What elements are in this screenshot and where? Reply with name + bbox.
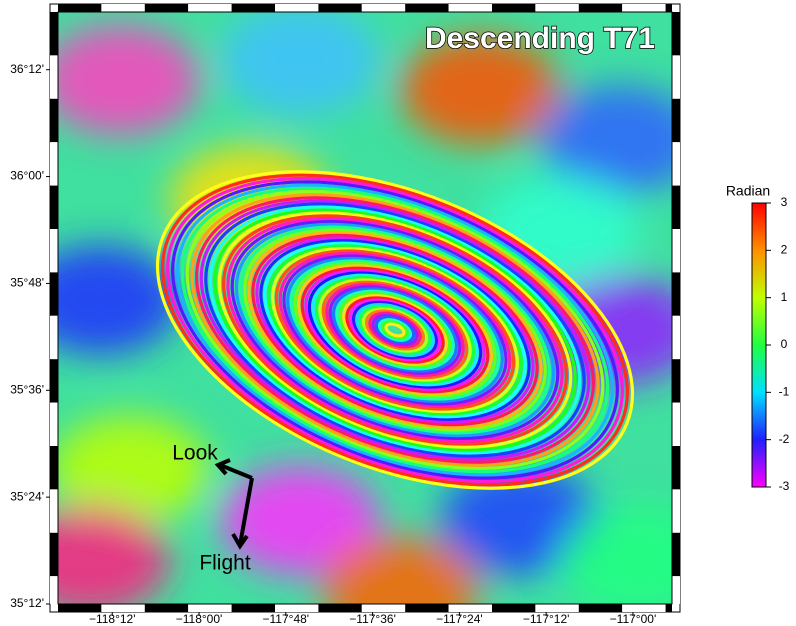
frame-segment [362,604,405,612]
frame-segment [492,604,535,612]
x-tick-label: −118°00' [176,612,223,626]
frame-segment [50,359,58,402]
frame-segment [449,604,492,612]
frame-segment [50,55,58,98]
x-tick-label: −117°36' [349,612,396,626]
frame-segment [188,604,231,612]
colorbar [752,203,766,487]
colorbar-tick-label: 0 [781,337,788,351]
frame-segment [50,489,58,532]
frame-segment [50,403,58,446]
frame-segment [50,576,58,604]
frame-segment [145,4,188,12]
y-tick-label: 36°00' [10,169,44,183]
frame-segment [58,604,101,612]
frame-segment [50,12,58,55]
frame-segment [666,4,672,12]
frame-segment [405,4,448,12]
frame-segment [492,4,535,12]
colorbar-tick-label: -2 [779,432,790,446]
frame-segment [58,4,101,12]
y-tick-label: 35°12' [10,596,44,610]
blob [20,245,180,355]
frame-segment [672,533,680,576]
colorbar-title: Radian [726,183,770,199]
blob [40,25,200,135]
frame-segment [672,359,680,402]
x-tick-label: −117°48' [263,612,310,626]
frame-segment [672,576,680,604]
frame-segment [50,142,58,185]
frame-segment [449,4,492,12]
frame-segment [666,604,672,612]
frame-segment [405,604,448,612]
frame-segment [50,229,58,272]
flight-label: Flight [199,552,251,575]
frame-segment [50,316,58,359]
frame-segment [579,604,622,612]
frame-segment [101,4,144,12]
frame-segment [672,186,680,229]
frame-segment [672,403,680,446]
frame-segment [672,12,680,55]
x-tick-label: −117°00' [610,612,657,626]
frame-segment [318,4,361,12]
map-figure: Descending T71 Look Flight Radian −118°1… [0,0,796,626]
x-tick-label: −117°24' [436,612,483,626]
frame-segment [145,604,188,612]
interferogram [10,5,720,626]
frame-segment [672,272,680,315]
colorbar-tick-label: -3 [779,479,790,493]
frame-segment [232,4,275,12]
blob [220,5,380,115]
frame-segment [535,4,578,12]
frame-segment [672,99,680,142]
colorbar-tick-label: -1 [779,385,790,399]
y-tick-label: 35°24' [10,489,44,503]
y-tick-label: 35°36' [10,382,44,396]
colorbar-tick-label: 2 [781,243,788,257]
frame-segment [672,229,680,272]
colorbar-tick-label: 3 [781,195,788,209]
frame-segment [535,604,578,612]
frame-segment [50,186,58,229]
frame-segment [672,316,680,359]
colorbar-tick-label: 1 [781,290,788,304]
look-label: Look [172,442,218,465]
frame-segment [318,604,361,612]
frame-segment [622,604,665,612]
frame-segment [101,604,144,612]
x-tick-label: −118°12' [89,612,136,626]
frame-segment [50,533,58,576]
frame-segment [362,4,405,12]
frame-segment [622,4,665,12]
frame-segment [275,4,318,12]
frame-segment [188,4,231,12]
blob [560,505,720,615]
frame-segment [672,446,680,489]
frame-segment [672,489,680,532]
frame-segment [672,55,680,98]
frame-segment [275,604,318,612]
frame-segment [672,142,680,185]
x-tick-label: −117°12' [523,612,570,626]
y-tick-label: 35°48' [10,276,44,290]
frame-segment [50,272,58,315]
frame-segment [50,446,58,489]
frame-segment [579,4,622,12]
frame-segment [50,99,58,142]
map-title: Descending T71 [425,22,655,55]
y-tick-label: 36°12' [10,62,44,76]
frame-segment [232,604,275,612]
